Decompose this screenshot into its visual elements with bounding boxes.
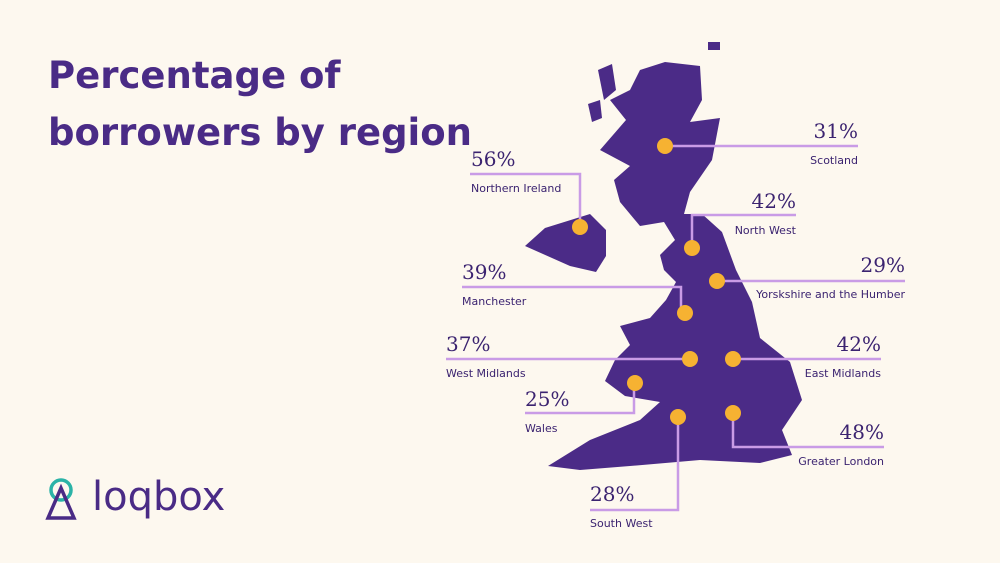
leader-line — [690, 213, 796, 248]
region-dot — [657, 138, 673, 154]
region-name: South West — [590, 517, 653, 530]
region-percent: 42% — [752, 189, 796, 213]
leader-line — [462, 285, 683, 313]
leader-line — [470, 172, 582, 227]
title: Percentage of borrowers by region — [48, 54, 472, 154]
region-dot — [677, 305, 693, 321]
region-percent: 29% — [861, 253, 905, 277]
region-percent: 48% — [840, 420, 884, 444]
region-dot — [572, 219, 588, 235]
region-dot — [627, 375, 643, 391]
region-name: East Midlands — [805, 367, 882, 380]
region-name: Greater London — [798, 455, 884, 468]
region-dot — [709, 273, 725, 289]
leader-line — [731, 413, 884, 449]
region-dot — [725, 351, 741, 367]
region-name: North West — [735, 224, 797, 237]
region-name: Wales — [525, 422, 558, 435]
region-dot — [725, 405, 741, 421]
region-name: Scotland — [810, 154, 858, 167]
region-percent: 25% — [525, 387, 569, 411]
region-name: Manchester — [462, 295, 527, 308]
region-percent: 37% — [446, 332, 490, 356]
region-percent: 42% — [837, 332, 881, 356]
region-percent: 28% — [590, 482, 634, 506]
map — [525, 42, 802, 470]
region-dot — [682, 351, 698, 367]
region-dot — [670, 409, 686, 425]
region-dot — [684, 240, 700, 256]
logo-text: loqbox — [92, 474, 225, 520]
region-percent: 56% — [471, 147, 515, 171]
logo: loqbox — [45, 474, 225, 520]
region-name: West Midlands — [446, 367, 526, 380]
region-percent: 39% — [462, 260, 506, 284]
leader-line — [525, 383, 636, 415]
region-name: Yorskshire and the Humber — [755, 288, 905, 301]
region-name: Northern Ireland — [471, 182, 561, 195]
region-percent: 31% — [814, 119, 858, 143]
leader-line — [590, 417, 680, 512]
